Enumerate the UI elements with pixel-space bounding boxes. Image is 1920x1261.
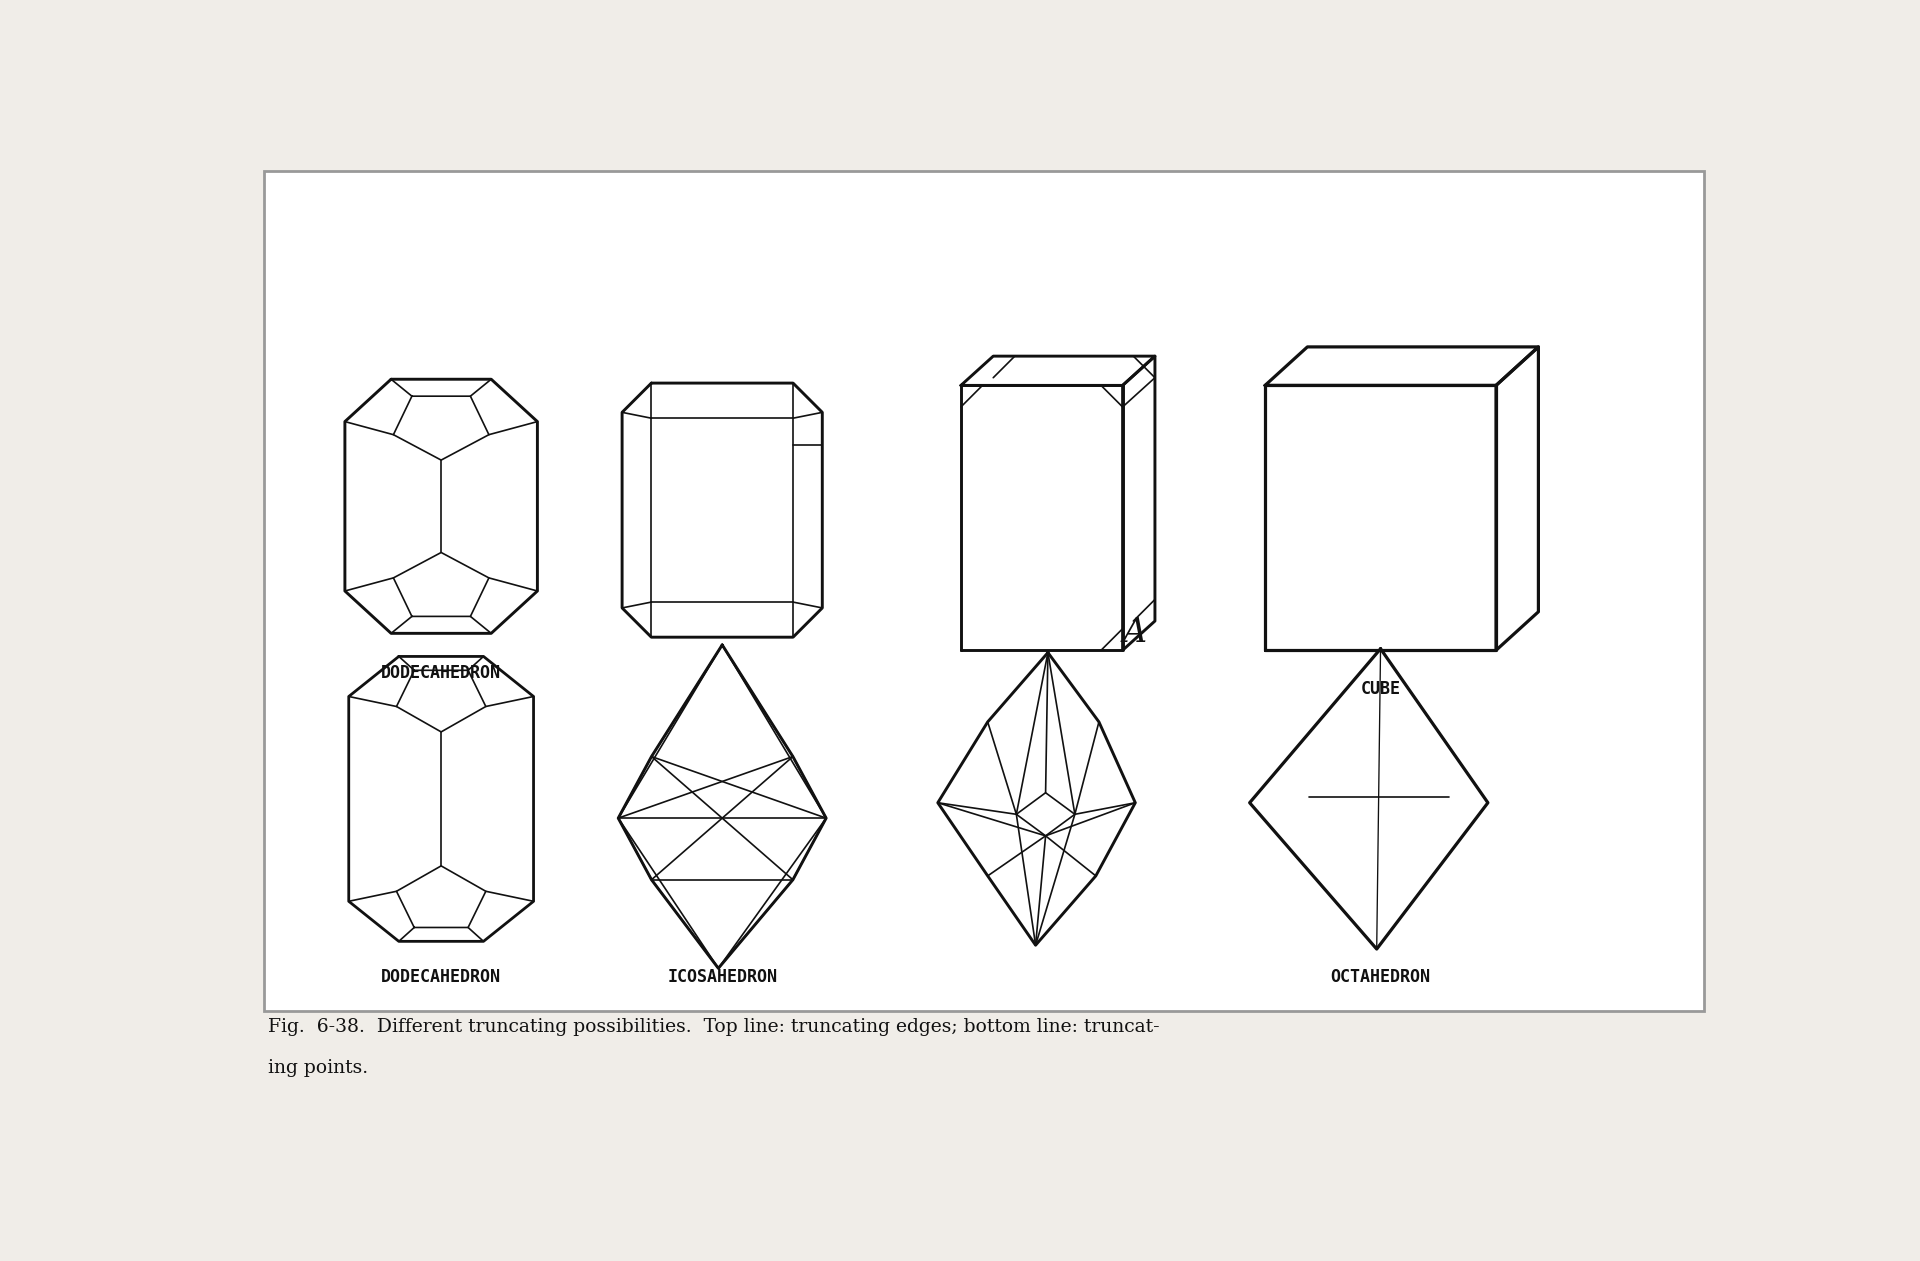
Text: CUBE: CUBE xyxy=(1361,680,1400,697)
Text: Fig.  6-38.  Different truncating possibilities.  Top line: truncating edges; bo: Fig. 6-38. Different truncating possibil… xyxy=(269,1019,1160,1037)
Text: ICOSAHEDRON: ICOSAHEDRON xyxy=(668,968,778,986)
Text: DODECAHEDRON: DODECAHEDRON xyxy=(382,665,501,682)
FancyBboxPatch shape xyxy=(265,171,1703,1010)
Text: OCTAHEDRON: OCTAHEDRON xyxy=(1331,968,1430,986)
Text: DODECAHEDRON: DODECAHEDRON xyxy=(382,968,501,986)
Text: ing points.: ing points. xyxy=(269,1059,369,1077)
Text: A: A xyxy=(1121,618,1146,649)
